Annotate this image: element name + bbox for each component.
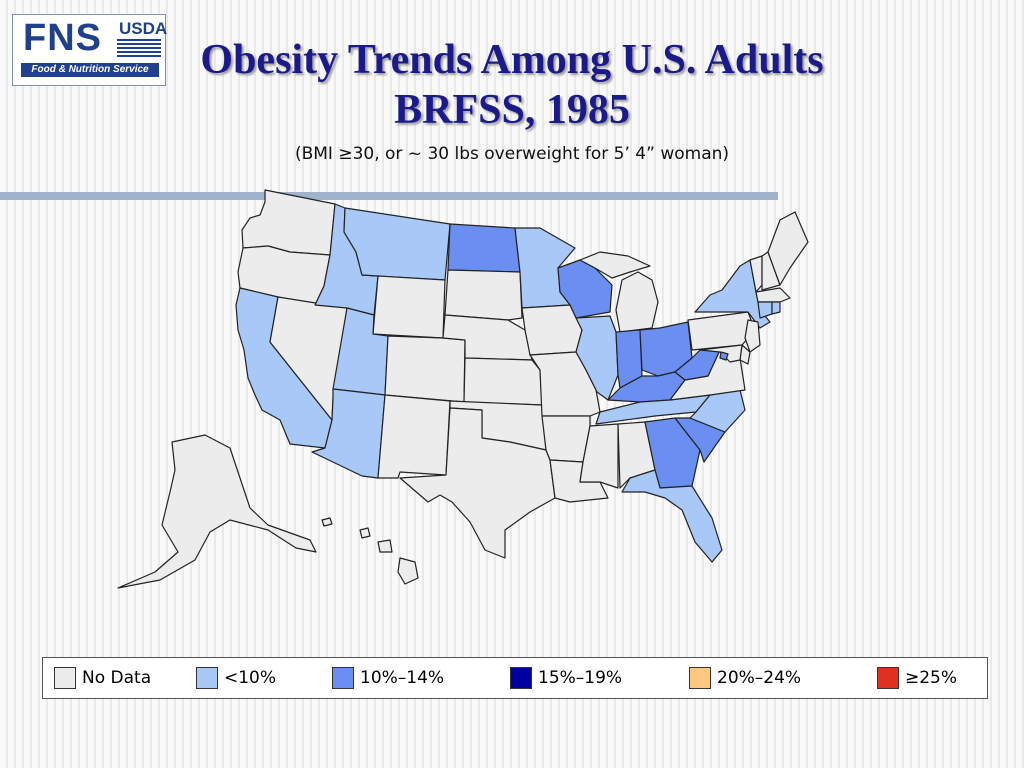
legend-swatch	[196, 667, 218, 689]
state-michigan	[615, 271, 659, 333]
state-hawaii-maui	[377, 539, 393, 553]
state-hawaii-big-island	[397, 557, 419, 585]
state-montana	[343, 207, 451, 281]
state-wyoming	[372, 275, 446, 339]
logo-tagline: Food & Nutrition Service	[21, 63, 159, 77]
legend-swatch	[689, 667, 711, 689]
fns-usda-logo: FNS USDA Food & Nutrition Service	[12, 14, 168, 86]
legend-label: <10%	[224, 668, 277, 688]
state-south-carolina	[674, 417, 726, 463]
state-rhode-island	[771, 301, 781, 315]
divider-bar	[0, 192, 778, 200]
legend-label: 10%–14%	[360, 668, 445, 688]
us-obesity-map	[117, 189, 809, 589]
legend-label: 20%–24%	[717, 668, 802, 688]
map-legend: No Data <10% 10%–14% 15%–19% 20%–24% ≥25…	[42, 657, 988, 699]
logo-fns-text: FNS	[23, 17, 102, 59]
legend-swatch	[877, 667, 899, 689]
state-illinois	[575, 315, 619, 401]
legend-swatch	[54, 667, 76, 689]
page-title-line2: BRFSS, 1985	[394, 87, 630, 133]
state-pennsylvania	[687, 311, 756, 351]
page-title: Obesity Trends Among U.S. Adults	[200, 37, 824, 83]
logo-usda-text: USDA	[119, 19, 168, 38]
state-florida	[621, 469, 723, 563]
state-texas	[399, 407, 556, 559]
legend-swatch	[332, 667, 354, 689]
logo-stripes	[117, 39, 161, 57]
state-hawaii-molokai	[359, 527, 371, 539]
legend-label: No Data	[82, 668, 152, 688]
state-michigan-upper	[579, 251, 651, 279]
state-south-dakota	[444, 269, 523, 321]
state-alaska	[117, 434, 317, 589]
state-new-mexico	[377, 394, 451, 479]
state-maine	[767, 211, 809, 286]
state-north-dakota	[447, 223, 521, 273]
state-dc	[719, 351, 729, 361]
state-washington	[241, 189, 336, 256]
legend-label: ≥25%	[905, 668, 958, 688]
state-kansas	[463, 357, 543, 406]
state-connecticut	[757, 301, 773, 319]
legend-swatch	[510, 667, 532, 689]
state-maryland	[699, 344, 743, 363]
legend-label: 15%–19%	[538, 668, 623, 688]
state-colorado	[384, 335, 466, 403]
state-massachusetts	[755, 287, 791, 303]
state-arkansas	[541, 415, 591, 463]
page-subtitle: (BMI ≥30, or ~ 30 lbs overweight for 5’ …	[294, 144, 730, 164]
state-hawaii-oahu	[321, 517, 333, 527]
state-new-jersey	[744, 319, 761, 353]
